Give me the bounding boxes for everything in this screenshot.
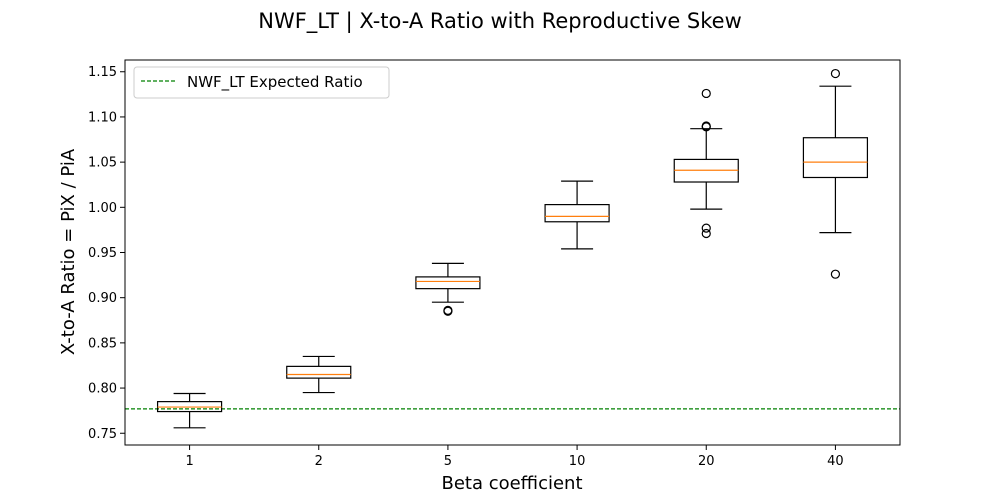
box-group-10 xyxy=(544,180,610,250)
outlier-point xyxy=(701,122,711,132)
outlier-point xyxy=(830,269,841,279)
y-axis-label: X-to-A Ratio = PiX / PiA xyxy=(58,148,79,355)
iqr-box xyxy=(286,365,352,379)
x-tick-label: 20 xyxy=(698,454,715,469)
y-tick-label: 0.90 xyxy=(88,291,117,306)
y-axis-ticks: 0.75 0.80 0.85 0.90 0.95 1.00 1.05 1.10 1.15 xyxy=(88,65,125,442)
y-tick-label: 0.80 xyxy=(88,382,117,397)
outlier-point xyxy=(830,68,841,79)
y-tick-label: 0.75 xyxy=(88,427,117,442)
iqr-box xyxy=(544,204,610,223)
x-axis-ticks: 1 2 5 10 20 40 xyxy=(185,445,844,469)
box-group-5 xyxy=(415,262,481,316)
box-group-1 xyxy=(156,392,223,429)
y-tick-label: 0.85 xyxy=(88,336,117,351)
y-tick-label: 1.10 xyxy=(88,110,117,125)
y-tick-label: 1.05 xyxy=(88,156,117,171)
iqr-box xyxy=(415,276,481,290)
x-axis-label: Beta coefficient xyxy=(441,473,582,494)
y-tick-label: 0.95 xyxy=(88,246,117,261)
legend-label: NWF_LT Expected Ratio xyxy=(187,73,363,92)
plot-area xyxy=(125,68,900,429)
legend-box xyxy=(133,66,390,99)
chart-title: NWF_LT | X-to-A Ratio with Reproductive … xyxy=(258,9,742,34)
outlier-point xyxy=(701,228,711,239)
x-tick-label: 1 xyxy=(185,454,193,469)
iqr-box xyxy=(802,137,869,179)
y-tick-label: 1.15 xyxy=(88,65,117,80)
y-tick-label: 1.00 xyxy=(88,201,117,216)
box-group-2 xyxy=(286,355,352,394)
x-tick-label: 10 xyxy=(569,454,586,469)
outlier-point xyxy=(701,223,711,233)
x-tick-label: 5 xyxy=(444,454,452,469)
legend: NWF_LT Expected Ratio xyxy=(133,66,390,99)
box-group-40 xyxy=(802,68,869,279)
box-group-20 xyxy=(673,88,739,239)
outlier-point xyxy=(701,88,711,99)
x-tick-label: 40 xyxy=(827,454,844,469)
plot-frame xyxy=(124,59,901,446)
x-tick-label: 2 xyxy=(315,454,323,469)
outlier-point xyxy=(443,306,453,316)
